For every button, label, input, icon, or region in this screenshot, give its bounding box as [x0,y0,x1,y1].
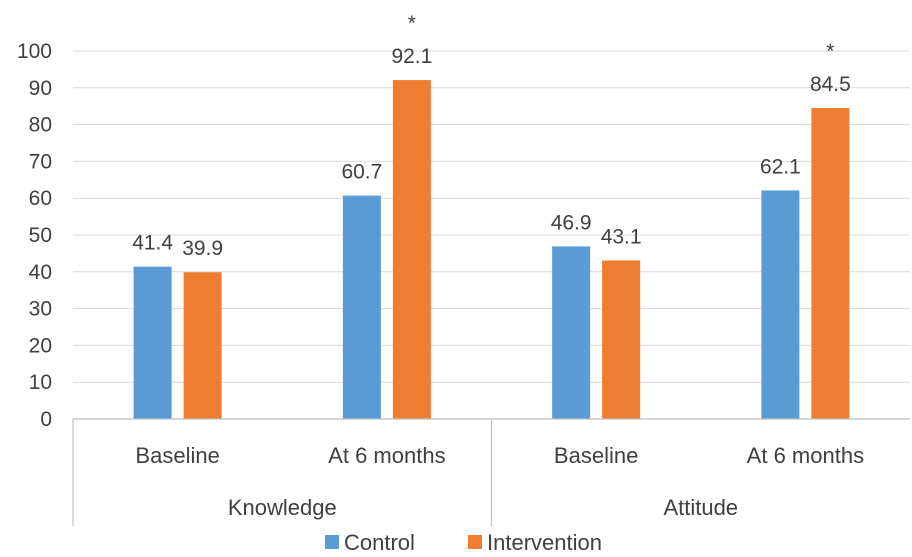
y-tick-label: 40 [29,261,52,284]
bar-intervention [183,272,222,419]
y-tick-label: 10 [29,371,52,394]
legend-label: Intervention [487,530,602,555]
y-tick-label: 30 [29,298,52,321]
data-labels: 41.4 39.9 60.7 92.1 46.9 43.1 62.1 84.5 [132,45,851,260]
y-tick-label: 90 [29,77,52,100]
y-tick-label: 100 [17,40,52,63]
legend-item-intervention[interactable]: Intervention [468,530,602,555]
data-label-intervention: 39.9 [182,237,223,260]
x-category-label: At 6 months [747,443,864,468]
y-tick-label: 60 [29,187,52,210]
bar-intervention [602,260,641,419]
legend[interactable]: Control Intervention [325,530,602,555]
y-tick-label: 0 [40,408,52,431]
data-label-control: 41.4 [132,232,173,255]
y-tick-label: 20 [29,334,52,357]
bar-control [133,266,172,419]
y-tick-label: 80 [29,114,52,137]
x-category-label: Baseline [135,443,219,468]
legend-item-control[interactable]: Control [325,530,415,555]
y-axis-tick-labels: 0 10 20 30 40 50 60 70 80 90 100 [17,40,52,431]
data-label-control: 62.1 [760,155,801,178]
data-label-control: 60.7 [341,161,382,184]
bar-intervention [392,80,431,420]
bars [133,80,850,420]
bar-control [552,246,591,419]
significance-marker: * [826,40,834,63]
data-label-intervention: 43.1 [601,225,642,248]
x-category-label: Baseline [554,443,638,468]
y-tick-label: 50 [29,224,52,247]
x-group-label: Knowledge [228,495,337,520]
data-label-intervention: 84.5 [810,73,851,96]
legend-swatch [468,535,482,549]
x-axis: Baseline At 6 months Baseline At 6 months Kn… [72,418,910,526]
x-category-label: At 6 months [328,443,445,468]
x-group-label: Attitude [663,495,738,520]
significance-marker: * [408,12,416,35]
y-tick-label: 70 [29,150,52,173]
legend-swatch [325,535,339,549]
bar-control [761,190,800,419]
bar-intervention [811,108,850,419]
data-label-intervention: 92.1 [391,45,432,68]
legend-label: Control [344,530,415,555]
significance-markers: ** [408,12,835,63]
data-label-control: 46.9 [551,211,592,234]
bar-control [342,195,381,419]
